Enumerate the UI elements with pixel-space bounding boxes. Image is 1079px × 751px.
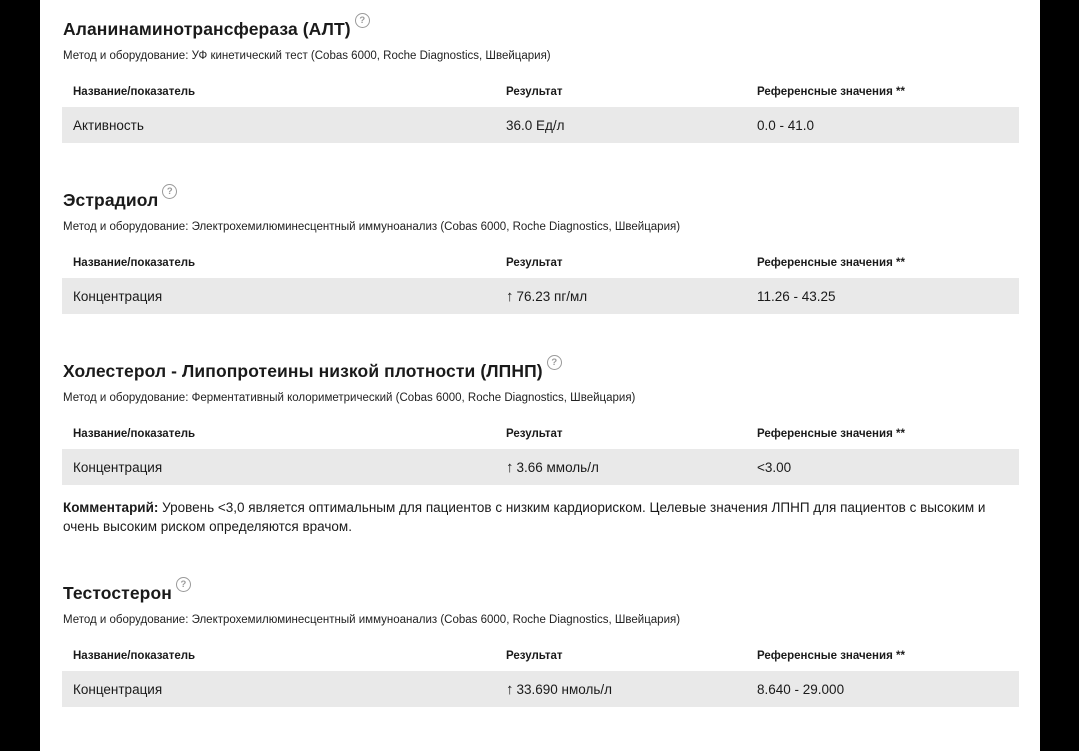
section-estradiol: Эстрадиол ? Метод и оборудование: Электр… [40, 184, 1040, 314]
document-page: Аланинаминотрансфераза (АЛТ) ? Метод и о… [40, 0, 1040, 751]
up-arrow-icon: ↑ [506, 458, 514, 476]
comment-label: Комментарий: [63, 500, 159, 515]
row-reference: <3.00 [757, 459, 792, 475]
column-header-name: Название/показатель [73, 428, 196, 440]
table-header-row: Название/показатель Результат Референсны… [62, 428, 1019, 449]
help-icon[interactable]: ? [175, 577, 191, 593]
result-value: 33.690 нмоль/л [516, 681, 613, 697]
section-alt: Аланинаминотрансфераза (АЛТ) ? Метод и о… [40, 13, 1040, 143]
column-header-name: Название/показатель [73, 650, 196, 663]
table-row: Концентрация ↑ 33.690 нмоль/л 8.640 - 29.… [62, 671, 1019, 708]
column-header-name: Название/показатель [73, 257, 196, 269]
row-reference: 0.0 - 41.0 [757, 117, 815, 133]
section-ldl: Холестерол - Липопротеины низкой плотнос… [40, 355, 1040, 536]
result-value: 76.23 пг/мл [516, 288, 588, 304]
column-header-reference: Референсные значения ** [757, 257, 905, 269]
results-table: Название/показатель Результат Референсны… [62, 650, 1019, 708]
column-header-name: Название/показатель [73, 86, 196, 98]
row-reference: 11.26 - 43.25 [757, 288, 836, 304]
row-result: ↑ 3.66 ммоль/л [495, 449, 746, 485]
results-table: Название/показатель Результат Референсны… [62, 257, 1019, 314]
help-icon[interactable]: ? [162, 184, 178, 199]
results-table: Название/показатель Результат Референсны… [62, 86, 1019, 143]
comment-block: Комментарий: Уровень <3,0 является оптим… [63, 499, 1022, 536]
column-header-result: Результат [506, 650, 563, 663]
table-row: Активность 36.0 Ед/л 0.0 - 41.0 [62, 107, 1019, 143]
method-line: Метод и оборудование: УФ кинетический те… [63, 50, 551, 62]
row-name: Концентрация [73, 681, 163, 697]
section-title: Аланинаминотрансфераза (АЛТ) [63, 19, 351, 39]
up-arrow-icon: ↑ [506, 287, 514, 305]
section-testosterone: Тестостерон ? Метод и оборудование: Элек… [40, 577, 1040, 708]
column-header-reference: Референсные значения ** [757, 428, 905, 440]
table-row: Концентрация ↑ 76.23 пг/мл 11.26 - 43.25 [62, 278, 1019, 314]
row-name: Концентрация [73, 459, 163, 475]
method-line: Метод и оборудование: Электрохемилюминес… [63, 221, 681, 233]
up-arrow-icon: ↑ [506, 680, 514, 698]
results-table: Название/показатель Результат Референсны… [62, 428, 1019, 485]
result-value: 36.0 Ед/л [506, 117, 565, 133]
help-icon[interactable]: ? [354, 13, 370, 28]
column-header-result: Результат [506, 257, 563, 269]
method-line: Метод и оборудование: Электрохемилюминес… [63, 614, 681, 627]
section-title: Тестостерон [63, 583, 172, 604]
row-result: 36.0 Ед/л [495, 107, 746, 143]
section-title-row: Эстрадиол ? [63, 184, 1040, 211]
result-value: 3.66 ммоль/л [516, 459, 599, 475]
section-title-row: Тестостерон ? [63, 577, 1040, 604]
help-icon[interactable]: ? [546, 355, 562, 370]
method-line: Метод и оборудование: Ферментативный кол… [63, 392, 636, 404]
table-header-row: Название/показатель Результат Референсны… [62, 86, 1019, 107]
column-header-reference: Референсные значения ** [757, 650, 905, 663]
comment-text: Уровень <3,0 является оптимальным для па… [63, 500, 986, 534]
row-name: Активность [73, 117, 144, 133]
row-result: ↑ 33.690 нмоль/л [495, 671, 746, 707]
section-title: Эстрадиол [63, 190, 159, 210]
column-header-reference: Референсные значения ** [757, 86, 905, 98]
row-reference: 8.640 - 29.000 [757, 681, 845, 697]
row-name: Концентрация [73, 288, 163, 304]
table-header-row: Название/показатель Результат Референсны… [62, 257, 1019, 278]
column-header-result: Результат [506, 428, 563, 440]
table-header-row: Название/показатель Результат Референсны… [62, 650, 1019, 671]
column-header-result: Результат [506, 86, 563, 98]
table-row: Концентрация ↑ 3.66 ммоль/л <3.00 [62, 449, 1019, 485]
section-title-row: Холестерол - Липопротеины низкой плотнос… [63, 355, 1040, 382]
row-result: ↑ 76.23 пг/мл [495, 278, 746, 314]
section-title-row: Аланинаминотрансфераза (АЛТ) ? [63, 13, 1040, 40]
section-title: Холестерол - Липопротеины низкой плотнос… [63, 361, 543, 381]
